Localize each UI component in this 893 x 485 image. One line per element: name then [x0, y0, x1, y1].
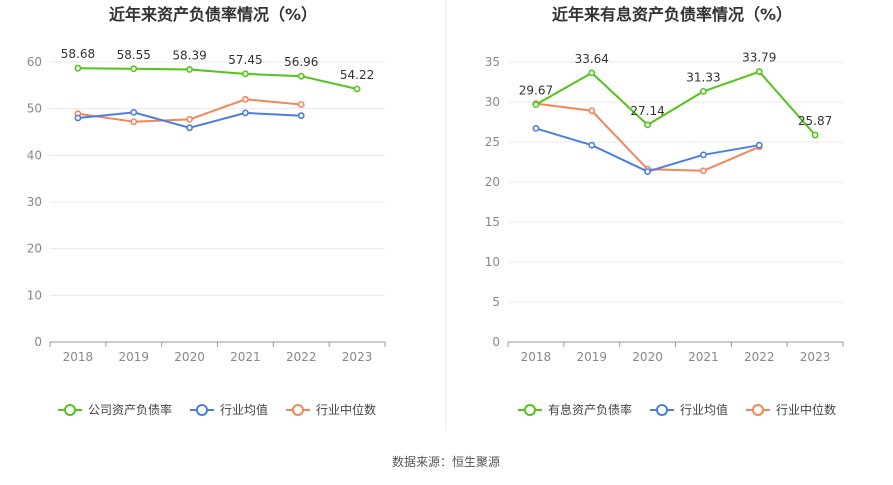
- chart-2-y-tick-label: 35: [485, 55, 500, 69]
- chart-1-y-tick-label: 0: [34, 335, 42, 349]
- chart-2-y-tick-label: 25: [485, 135, 500, 149]
- chart-1-data-label: 56.96: [284, 55, 318, 69]
- chart-2-series-3-point: [588, 107, 596, 115]
- chart-2-series-line-1: [535, 70, 816, 136]
- chart-1-series-2-point: [74, 114, 82, 122]
- chart-2-series-1-point: [811, 131, 819, 139]
- chart-2-y-tick-label: 0: [492, 335, 500, 349]
- chart-2-legend-marker: [524, 404, 536, 416]
- chart-2-x-tick-label: 2022: [744, 350, 775, 364]
- chart-2-y-tick-label: 30: [485, 95, 500, 109]
- chart-1-series-3-point: [130, 118, 138, 126]
- chart-2-title: 近年来有息资产负债率情况（%）: [552, 5, 792, 24]
- chart-2-legend-label: 有息资产负债率: [548, 402, 632, 417]
- chart-2-series-2-point: [644, 168, 651, 175]
- chart-1-x-tick-label: 2018: [63, 350, 94, 364]
- chart-2-y-tick-label: 5: [492, 295, 500, 309]
- chart-2-data-label: 29.67: [519, 84, 553, 98]
- chart-1-y-tick-label: 40: [27, 148, 42, 162]
- chart-2-data-label: 25.87: [798, 114, 832, 128]
- chart-1-series-3-point: [186, 116, 193, 123]
- chart-1-y-tick-label: 10: [27, 288, 42, 302]
- chart-1-series-line-1: [77, 67, 358, 90]
- chart-2-series-2-point: [588, 141, 596, 149]
- chart-1-legend-label: 行业中位数: [316, 402, 376, 417]
- chart-2-series-2-point: [755, 141, 763, 149]
- data-source-label: 数据来源：恒生聚源: [392, 454, 500, 469]
- chart-1-x-tick-label: 2020: [174, 350, 205, 364]
- chart-2-x-tick-label: 2023: [800, 350, 831, 364]
- chart-2-legend-label: 行业均值: [680, 402, 728, 417]
- chart-2-data-label: 33.64: [575, 52, 609, 66]
- chart-1-y-tick-label: 30: [27, 195, 42, 209]
- chart-1-data-label: 58.39: [172, 49, 206, 63]
- chart-2-series-1-point: [532, 101, 540, 109]
- chart-1-data-label: 57.45: [228, 53, 262, 67]
- chart-2-y-tick-label: 10: [485, 255, 500, 269]
- chart-1-series-1-point: [186, 66, 193, 73]
- chart-1-series-2-point: [242, 109, 249, 117]
- chart-1-x-tick-label: 2019: [118, 350, 149, 364]
- chart-1-series-2-point: [186, 124, 193, 132]
- chart-2-series-3-point: [700, 167, 707, 175]
- chart-1-series-1-point: [74, 64, 82, 72]
- chart-2-x-tick-label: 2019: [576, 350, 607, 364]
- chart-2-y-tick-label: 15: [485, 215, 500, 229]
- chart-2-legend-marker: [656, 404, 668, 416]
- chart-1-x-tick-label: 2021: [230, 350, 261, 364]
- chart-2-legend-marker: [752, 404, 764, 416]
- chart-2-series-line-2: [535, 127, 760, 173]
- chart-1-data-label: 54.22: [340, 68, 374, 82]
- chart-2-legend-label: 行业中位数: [776, 402, 836, 417]
- chart-2-series-1-point: [755, 68, 763, 76]
- chart-2-series-1-point: [588, 69, 596, 77]
- chart-1-y-tick-label: 20: [27, 242, 42, 256]
- chart-1-series-1-point: [297, 72, 305, 80]
- chart-1-legend-marker: [196, 404, 208, 416]
- chart-1-x-tick-label: 2023: [342, 350, 373, 364]
- chart-1-series-1-point: [353, 85, 361, 93]
- chart-2-series-1-point: [644, 121, 651, 129]
- chart-1-legend-marker: [64, 404, 76, 416]
- chart-1-legend-marker: [292, 404, 304, 416]
- chart-1-title: 近年来资产负债率情况（%）: [109, 5, 317, 24]
- chart-1-series-1-point: [242, 70, 249, 78]
- chart-1-series-3-point: [297, 101, 305, 108]
- chart-1-series-1-point: [130, 65, 138, 73]
- chart-2-x-tick-label: 2020: [632, 350, 663, 364]
- chart-1-x-tick-label: 2022: [286, 350, 317, 364]
- chart-2-x-tick-label: 2018: [521, 350, 552, 364]
- chart-2-data-label: 31.33: [686, 70, 720, 84]
- chart-1-y-tick-label: 50: [27, 102, 42, 116]
- chart-2-series-1-point: [700, 87, 707, 95]
- chart-1-series-2-point: [297, 112, 305, 120]
- chart-2-series-2-point: [532, 124, 540, 132]
- chart-1-data-label: 58.55: [117, 48, 151, 62]
- chart-1-legend-label: 行业均值: [220, 402, 268, 417]
- chart-2-series-2-point: [700, 151, 707, 159]
- chart-2-data-label: 27.14: [630, 104, 664, 118]
- chart-1-legend-label: 公司资产负债率: [88, 402, 172, 417]
- chart-2-x-tick-label: 2021: [688, 350, 719, 364]
- chart-1-series-2-point: [130, 109, 138, 116]
- chart-1-data-label: 58.68: [61, 47, 95, 61]
- chart-1-y-tick-label: 60: [27, 55, 42, 69]
- chart-2-data-label: 33.79: [742, 51, 776, 65]
- chart-1-series-3-point: [242, 95, 249, 103]
- chart-2-y-tick-label: 20: [485, 175, 500, 189]
